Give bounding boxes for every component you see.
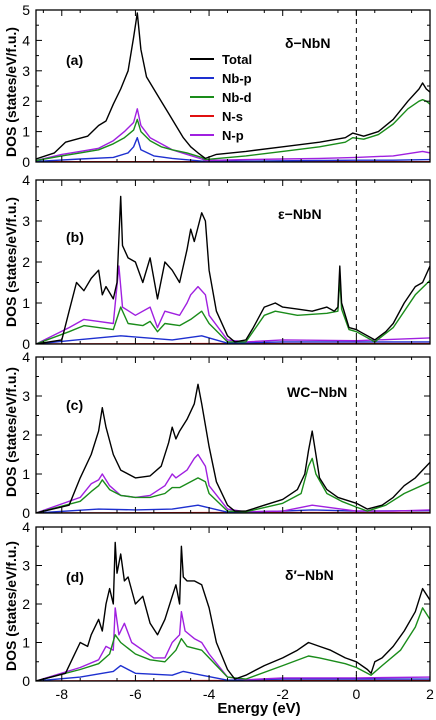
y-tick-label: 1: [22, 635, 30, 651]
panel-d: 0 1 2 3 4 -8 -6 -4 -2 0 2 (d) δ′−NbN: [22, 519, 434, 702]
plot-frame: [35, 526, 431, 682]
legend: Total Nb-p Nb-d N-s N-p: [190, 52, 252, 143]
y-tick-label: 3: [22, 63, 30, 79]
series-line-nb-p: [36, 504, 430, 513]
panel-b: 0 1 2 3 4 (b) ε−NbN: [22, 172, 431, 352]
series-line-total: [36, 12, 430, 160]
y-tick-label: 0: [22, 505, 30, 521]
series-group-c: [36, 383, 430, 513]
x-tick-label: 0: [352, 686, 360, 702]
legend-label-total: Total: [222, 52, 252, 67]
y-tick-label: 4: [22, 172, 30, 188]
y-tick-label: 3: [22, 388, 30, 404]
series-group-b: [36, 195, 430, 344]
x-tick-label: -8: [56, 686, 69, 702]
x-axis-label: Energy (eV): [217, 700, 300, 717]
x-tick-label: 2: [426, 686, 434, 702]
series-line-nb-p: [36, 137, 430, 162]
phase-label: δ−NbN: [285, 35, 330, 51]
phase-label: ε−NbN: [278, 206, 322, 222]
panel-c: 0 1 2 3 4 (c) WC−NbN: [22, 349, 431, 521]
y-tick-label: 2: [22, 254, 30, 270]
y-tick-label: 2: [22, 427, 30, 443]
y-axis-label-a: DOS (states/eV/f.u.): [3, 27, 19, 157]
y-tick-label: 4: [22, 32, 30, 48]
panel-label: (c): [66, 397, 83, 413]
y-tick-label: 1: [22, 124, 30, 140]
series-line-total: [36, 541, 430, 681]
x-tick-label: -2: [276, 686, 289, 702]
series-line-n-p: [36, 108, 430, 162]
legend-label-nb-p: Nb-p: [222, 71, 252, 86]
series-line-total: [36, 195, 430, 344]
y-tick-label: 5: [22, 2, 30, 18]
series-group-d: [36, 541, 430, 681]
x-tick-label: -6: [129, 686, 142, 702]
legend-label-nb-d: Nb-d: [222, 90, 252, 105]
panels-group: 0 1 2 3 4 5 (a) δ−NbN 0 1 2 3 4 (b) ε−NbN 0 1 2 3 4 (c) WC−Nb…: [22, 2, 434, 702]
series-line-nb-p: [36, 335, 430, 344]
y-axis-label-b: DOS (states/eV/f.u.): [3, 197, 19, 327]
plot-frame: [35, 179, 431, 345]
y-tick-label: 1: [22, 295, 30, 311]
x-tick-label: -4: [203, 686, 216, 702]
series-line-nb-d: [36, 99, 430, 162]
y-tick-label: 0: [22, 673, 30, 689]
y-tick-label: 0: [22, 154, 30, 170]
series-line-total: [36, 383, 430, 513]
panel-label: (a): [66, 52, 83, 68]
series-line-n-p: [36, 607, 430, 681]
y-tick-label: 0: [22, 336, 30, 352]
series-line-nb-d: [36, 277, 430, 344]
y-axis-labels: DOS (states/eV/f.u.) DOS (states/eV/f.u.…: [3, 27, 19, 671]
series-line-nb-d: [36, 457, 430, 513]
series-line-nb-d: [36, 607, 430, 681]
y-axis-label-c: DOS (states/eV/f.u.): [3, 367, 19, 497]
y-tick-label: 1: [22, 466, 30, 482]
y-tick-label: 4: [22, 519, 30, 535]
panel-label: (d): [66, 569, 84, 585]
legend-label-n-s: N-s: [222, 109, 243, 124]
phase-label: WC−NbN: [287, 384, 347, 400]
y-tick-label: 3: [22, 213, 30, 229]
phase-label: δ′−NbN: [285, 567, 334, 583]
y-tick-label: 3: [22, 558, 30, 574]
y-tick-label: 2: [22, 93, 30, 109]
series-line-nb-p: [36, 664, 430, 681]
legend-label-n-p: N-p: [222, 128, 244, 143]
y-tick-label: 4: [22, 349, 30, 365]
panel-a: 0 1 2 3 4 5 (a) δ−NbN: [22, 2, 431, 170]
plot-frame: [35, 356, 431, 514]
y-tick-label: 2: [22, 596, 30, 612]
panel-label: (b): [66, 229, 84, 245]
y-axis-label-d: DOS (states/eV/f.u.): [3, 541, 19, 671]
series-line-n-p: [36, 453, 430, 513]
series-line-n-p: [36, 265, 430, 344]
